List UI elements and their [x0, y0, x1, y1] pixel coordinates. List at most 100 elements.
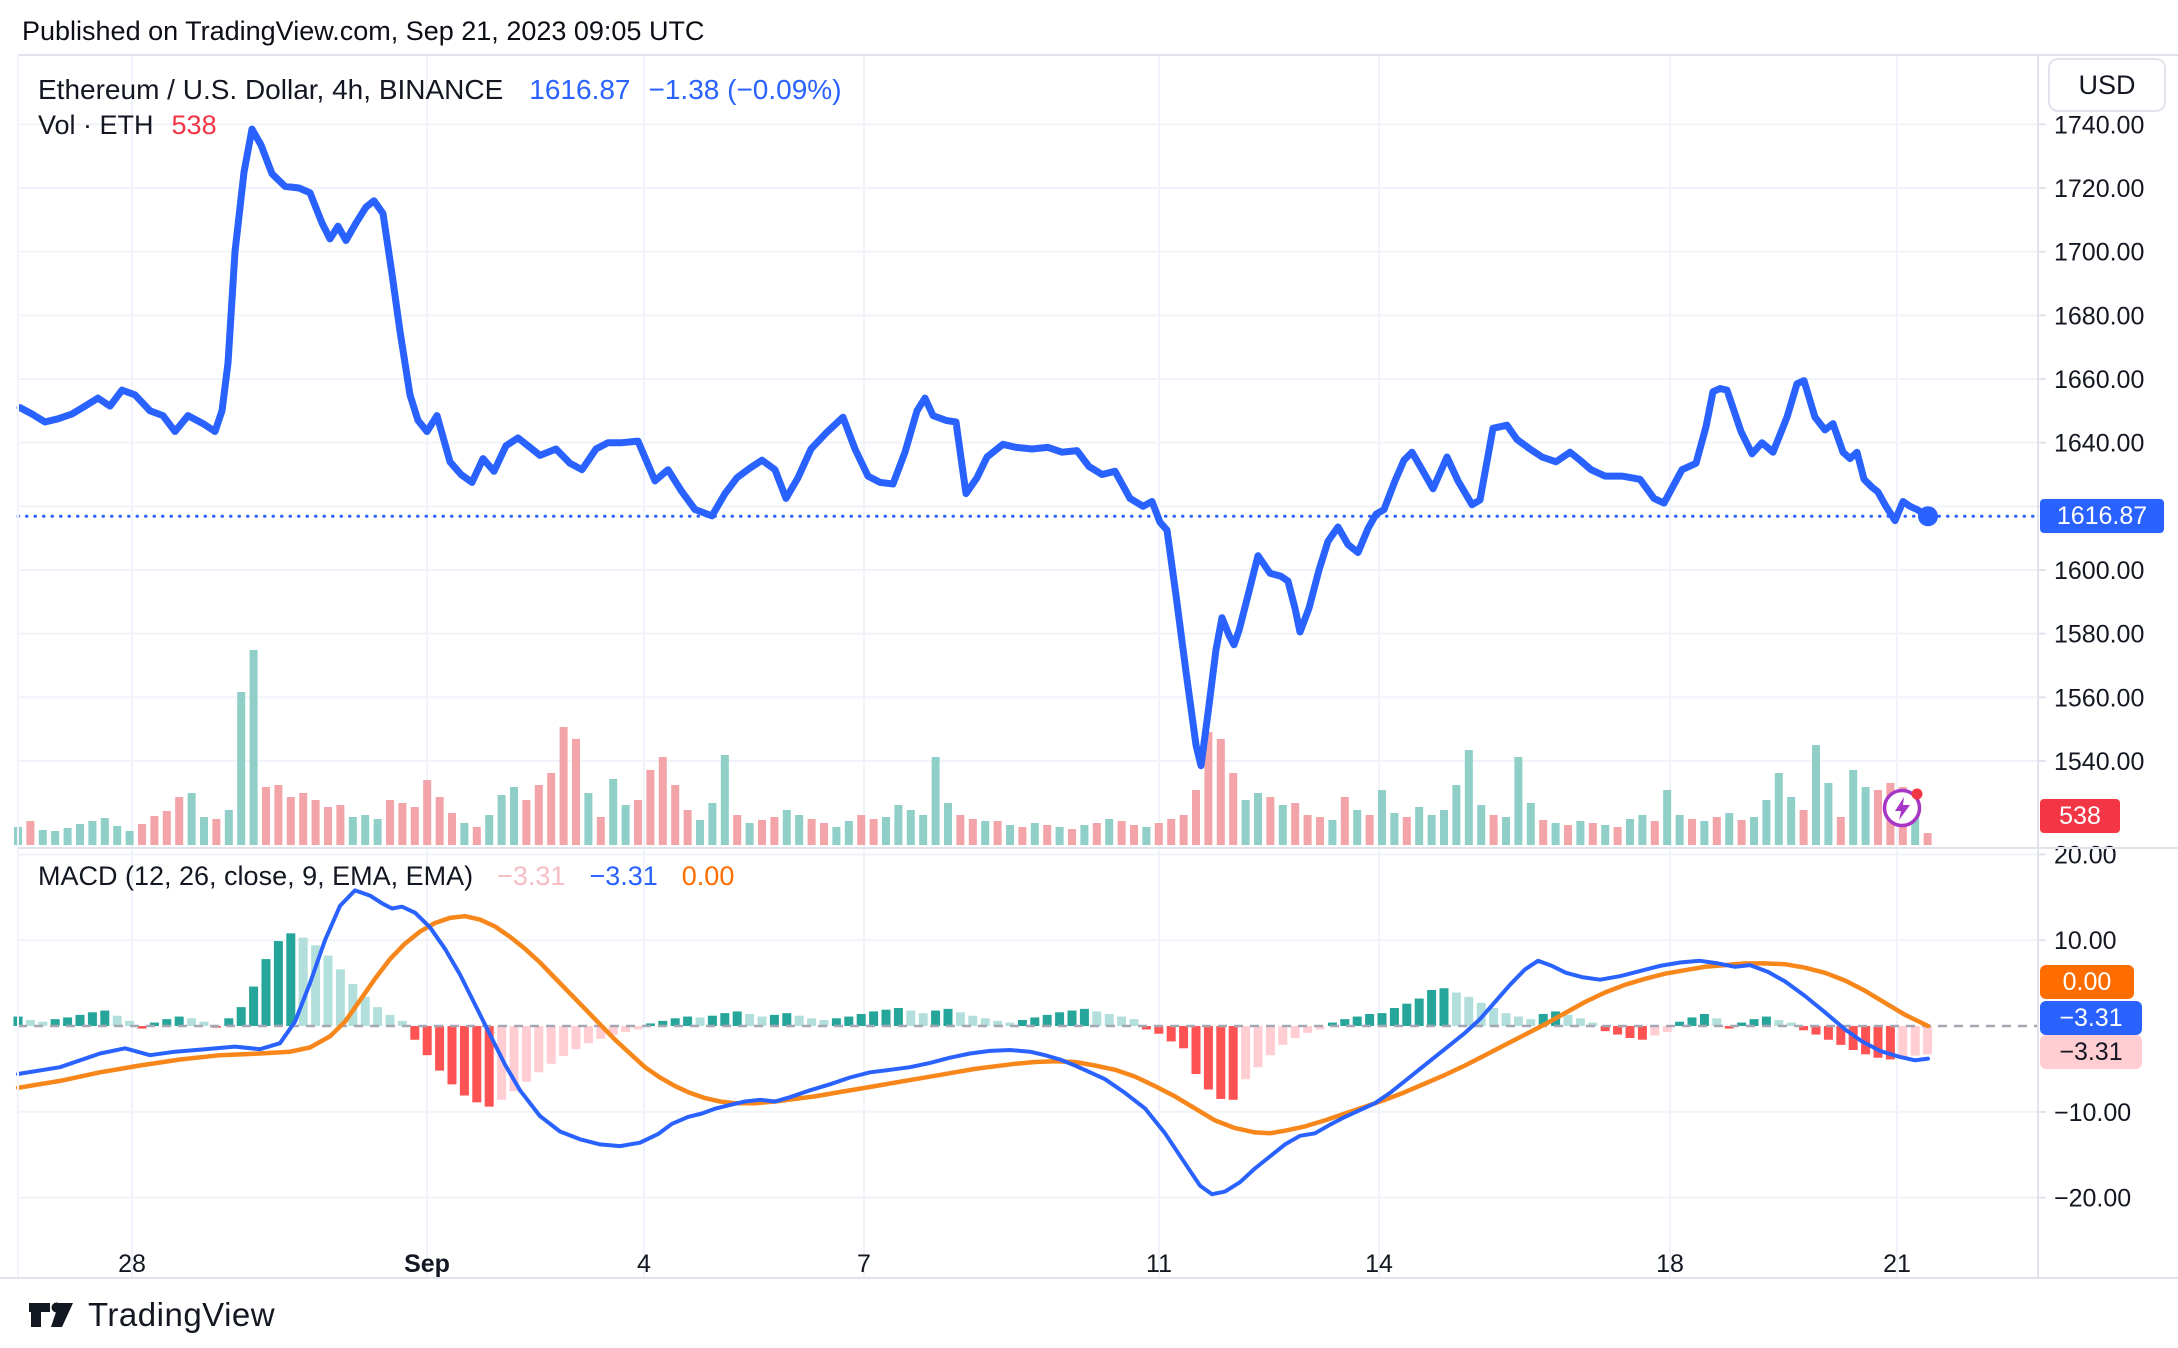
- volume-bar: [175, 797, 184, 845]
- macd-hist-bar: [149, 1022, 159, 1026]
- macd-hist-bar: [1600, 1026, 1610, 1032]
- macd-label[interactable]: MACD (12, 26, close, 9, EMA, EMA): [38, 861, 474, 891]
- volume-bar: [1799, 810, 1808, 845]
- macd-hist-bar: [1861, 1026, 1871, 1055]
- volume-bar: [88, 821, 97, 845]
- macd-hist-bar: [683, 1016, 693, 1026]
- macd-hist-bar: [1637, 1026, 1647, 1040]
- volume-bar: [1055, 827, 1064, 845]
- time-axis-label[interactable]: 4: [637, 1250, 651, 1278]
- time-axis-label[interactable]: 28: [118, 1250, 146, 1278]
- time-axis-label[interactable]: 14: [1365, 1250, 1393, 1278]
- macd-hist-bar: [670, 1018, 680, 1026]
- macd-hist-bar: [1427, 989, 1437, 1026]
- volume-bar: [646, 770, 655, 845]
- volume-bar: [497, 795, 506, 845]
- macd-hist-bar: [732, 1011, 742, 1026]
- macd-hist-bar: [1290, 1026, 1300, 1039]
- symbol-header: Ethereum / U.S. Dollar, 4h, BINANCE 1616…: [38, 74, 842, 106]
- volume-bar: [1539, 820, 1548, 845]
- volume-bar: [1638, 815, 1647, 845]
- macd-hist-bar: [546, 1026, 556, 1064]
- macd-hist-bar: [174, 1016, 184, 1026]
- time-axis-label[interactable]: 7: [857, 1250, 871, 1278]
- time-axis-label[interactable]: 21: [1883, 1250, 1911, 1278]
- macd-hist-bar: [385, 1014, 395, 1026]
- macd-hist-bar: [745, 1013, 755, 1026]
- volume-bar: [1452, 785, 1461, 845]
- macd-hist-bar: [521, 1026, 531, 1082]
- volume-bar: [1043, 825, 1052, 845]
- volume-bar: [237, 692, 246, 845]
- volume-bar: [1861, 787, 1870, 845]
- macd-hist-bar: [249, 986, 259, 1026]
- macd-hist-bar: [534, 1026, 544, 1073]
- volume-bar: [1068, 829, 1076, 845]
- tradingview-logo[interactable]: TradingView: [28, 1296, 275, 1334]
- volume-label[interactable]: Vol · ETH: [38, 110, 154, 140]
- macd-hist-bar: [422, 1026, 432, 1056]
- volume-bar: [510, 787, 518, 845]
- macd-hist-bar: [1489, 1007, 1499, 1026]
- volume-bar: [770, 817, 779, 845]
- volume-bar: [423, 780, 432, 845]
- macd-hist-bar: [1315, 1026, 1325, 1030]
- volume-bar: [435, 797, 444, 845]
- volume-bar: [820, 823, 828, 845]
- macd-hist-bar: [645, 1023, 655, 1026]
- time-axis-label[interactable]: 18: [1656, 1250, 1684, 1278]
- macd-signal-value: 0.00: [681, 861, 735, 891]
- volume-bar: [1105, 819, 1114, 845]
- price-axis-label: 1600.00: [2054, 557, 2144, 585]
- signal-axis-badge: 0.00: [2040, 965, 2134, 999]
- volume-bar: [534, 785, 543, 845]
- symbol-title[interactable]: Ethereum / U.S. Dollar, 4h, BINANCE: [38, 74, 504, 105]
- macd-hist-bar: [1588, 1022, 1598, 1026]
- macd-hist-bar: [1067, 1010, 1077, 1026]
- macd-hist-bar: [1575, 1018, 1585, 1026]
- volume-bar: [931, 757, 940, 845]
- volume-bar: [1750, 817, 1758, 845]
- volume-bar: [1514, 757, 1523, 845]
- macd-hist-bar: [1613, 1026, 1623, 1035]
- macd-hist-bar: [1774, 1019, 1784, 1026]
- volume-bar: [720, 755, 729, 845]
- macd-hist-bar: [856, 1013, 866, 1026]
- macd-hist-bar: [1563, 1014, 1573, 1026]
- volume-bar: [1675, 815, 1684, 845]
- macd-hist-bar: [1377, 1013, 1387, 1026]
- macd-hist-bar: [596, 1026, 606, 1039]
- price-axis-label: 1700.00: [2054, 239, 2144, 267]
- macd-hist-bar: [893, 1007, 903, 1026]
- price-line: [16, 125, 1932, 770]
- volume-bar: [1117, 821, 1126, 845]
- macd-hist-bar: [1823, 1026, 1833, 1040]
- macd-hist-bar: [1687, 1017, 1697, 1026]
- volume-bar: [1080, 825, 1089, 845]
- volume-bar: [1427, 815, 1436, 845]
- macd-hist-bar: [360, 996, 370, 1026]
- time-axis-label[interactable]: 11: [1146, 1250, 1172, 1278]
- macd-legend: MACD (12, 26, close, 9, EMA, EMA) −3.31 …: [38, 861, 734, 892]
- volume-bar: [1564, 825, 1572, 845]
- volume-bar: [150, 816, 159, 845]
- macd-hist-bar: [1216, 1026, 1226, 1099]
- volume-bar: [1576, 821, 1585, 845]
- macd-hist-bar: [1402, 1003, 1412, 1026]
- time-axis-label[interactable]: Sep: [404, 1250, 450, 1278]
- price-axis-label: 1740.00: [2054, 111, 2144, 139]
- volume-bar: [1142, 827, 1151, 845]
- macd-hist-bar: [931, 1010, 941, 1026]
- currency-toggle[interactable]: USD: [2048, 58, 2166, 112]
- macd-hist-bar: [100, 1010, 110, 1026]
- volume-bar: [745, 823, 754, 845]
- macd-hist-bar: [25, 1019, 35, 1026]
- macd-hist-bar: [1228, 1026, 1238, 1100]
- macd-hist-bar: [583, 1026, 593, 1044]
- volume-bar: [919, 815, 928, 845]
- volume-bar: [522, 800, 531, 845]
- macd-hist-bar: [87, 1012, 97, 1026]
- macd-hist-bar: [397, 1020, 407, 1026]
